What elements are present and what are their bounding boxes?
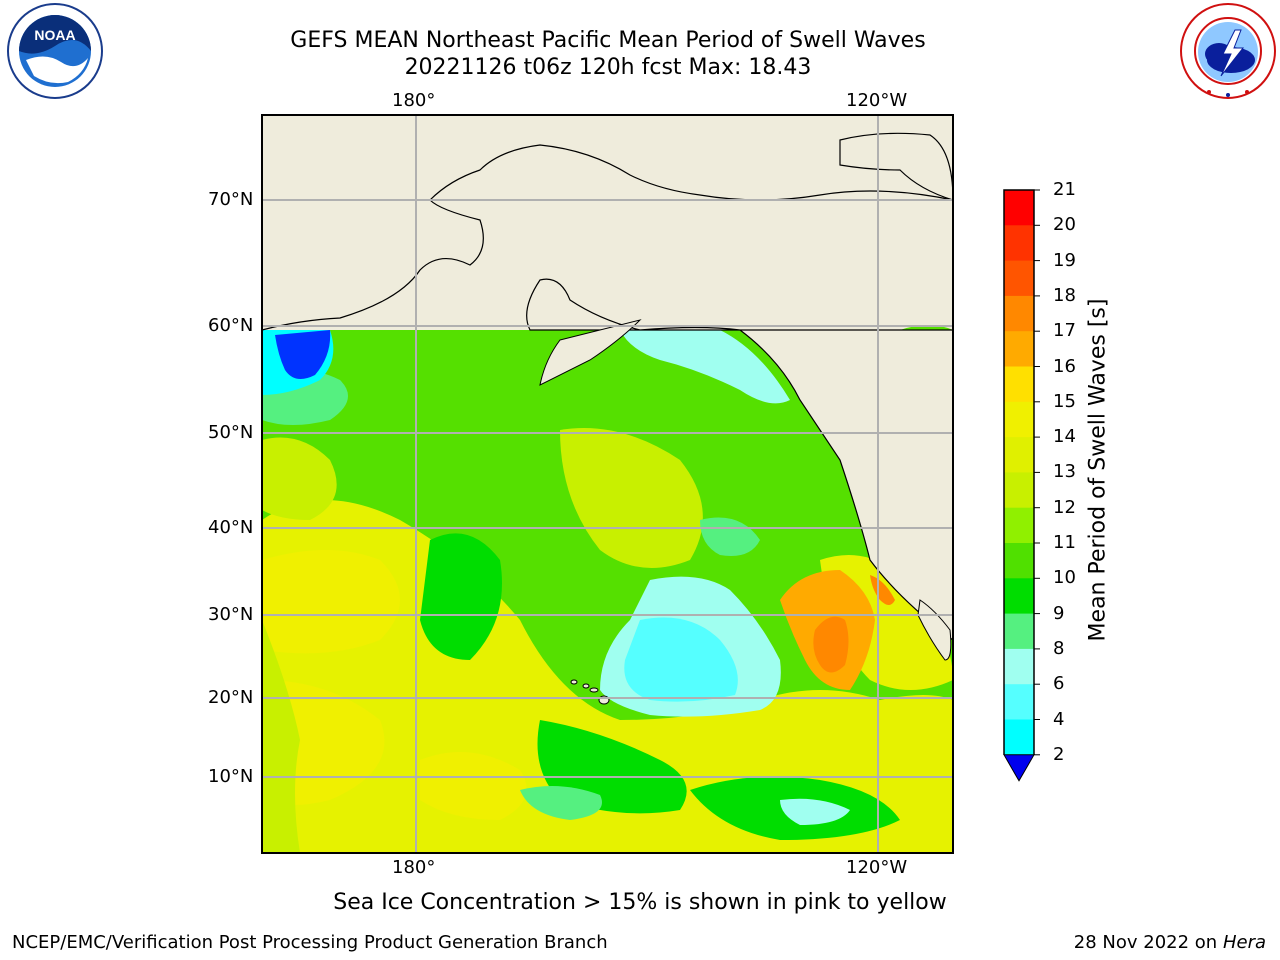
colorbar-tick-label: 2	[1053, 743, 1065, 765]
colorbar-swatch	[1004, 648, 1034, 685]
credit-date-text: 28 Nov 2022 on	[1073, 932, 1218, 953]
credit-branch: NCEP/EMC/Verification Post Processing Pr…	[12, 932, 608, 953]
nws-logo	[1180, 3, 1276, 99]
lon-label-bottom-120w: 120°W	[846, 857, 908, 878]
lon-label-top-120w: 120°W	[846, 90, 908, 111]
lat-label-30n: 30°N	[208, 604, 254, 625]
noaa-logo: NOAA	[7, 3, 103, 99]
lat-label-60n: 60°N	[208, 315, 254, 336]
colorbar-tick-label: 21	[1053, 179, 1076, 200]
colorbar-swatch	[1004, 225, 1034, 262]
colorbar-tick-label: 18	[1053, 284, 1076, 306]
map-title: GEFS MEAN Northeast Pacific Mean Period …	[290, 28, 926, 53]
map-gridlines	[262, 115, 953, 853]
colorbar-tick-label: 15	[1053, 390, 1076, 412]
colorbar-tick-label: 4	[1053, 708, 1065, 730]
lon-label-top-180: 180°	[392, 90, 436, 111]
colorbar-swatch	[1004, 190, 1034, 226]
colorbar-label: Mean Period of Swell Waves [s]	[1085, 298, 1111, 642]
lat-label-20n: 20°N	[208, 687, 254, 708]
map-plot-area	[262, 115, 953, 853]
colorbar-tick-label: 20	[1053, 214, 1076, 236]
colorbar-swatch	[1004, 295, 1034, 332]
colorbar-swatch	[1004, 331, 1034, 367]
colorbar-swatch	[1004, 260, 1034, 297]
lat-label-40n: 40°N	[208, 517, 254, 538]
colorbar-tick-label: 19	[1053, 249, 1076, 271]
colorbar-swatch	[1004, 401, 1034, 438]
lat-label-10n: 10°N	[208, 766, 254, 787]
colorbar-swatch	[1004, 366, 1034, 403]
colorbar-swatch	[1004, 507, 1034, 544]
lon-label-bottom-180: 180°	[392, 857, 436, 878]
map-subtitle: 20221126 t06z 120h fcst Max: 18.43	[404, 55, 812, 80]
credit-date: 28 Nov 2022 on Hera	[1074, 932, 1266, 953]
map-frame	[261, 114, 954, 854]
colorbar-tick-label: 10	[1053, 567, 1076, 589]
colorbar-tick-label: 8	[1053, 637, 1065, 659]
lat-label-50n: 50°N	[208, 422, 254, 443]
colorbar-swatch	[1004, 613, 1034, 650]
colorbar-tick-label: 11	[1053, 532, 1076, 553]
sea-ice-note: Sea Ice Concentration > 15% is shown in …	[333, 890, 947, 915]
colorbar-swatch	[1004, 437, 1034, 473]
colorbar-swatch	[1004, 472, 1034, 509]
colorbar-swatch	[1004, 684, 1034, 720]
colorbar-tick-label: 13	[1053, 461, 1076, 483]
colorbar-tick-label: 9	[1053, 602, 1065, 624]
colorbar-tick-label: 14	[1053, 426, 1076, 448]
noaa-logo-text: NOAA	[34, 27, 75, 43]
colorbar-tick-label: 16	[1053, 355, 1076, 377]
colorbar-min-arrow	[1003, 754, 1035, 782]
lat-label-70n: 70°N	[208, 189, 254, 210]
colorbar-swatch	[1004, 578, 1034, 615]
colorbar-tick-label: 12	[1053, 496, 1076, 518]
credit-machine: Hera	[1222, 932, 1266, 953]
colorbar-swatch	[1004, 543, 1034, 579]
colorbar	[1003, 189, 1040, 782]
colorbar-tick-label: 17	[1053, 320, 1076, 342]
colorbar-swatch	[1004, 719, 1034, 756]
colorbar-tick-label: 6	[1053, 673, 1065, 695]
